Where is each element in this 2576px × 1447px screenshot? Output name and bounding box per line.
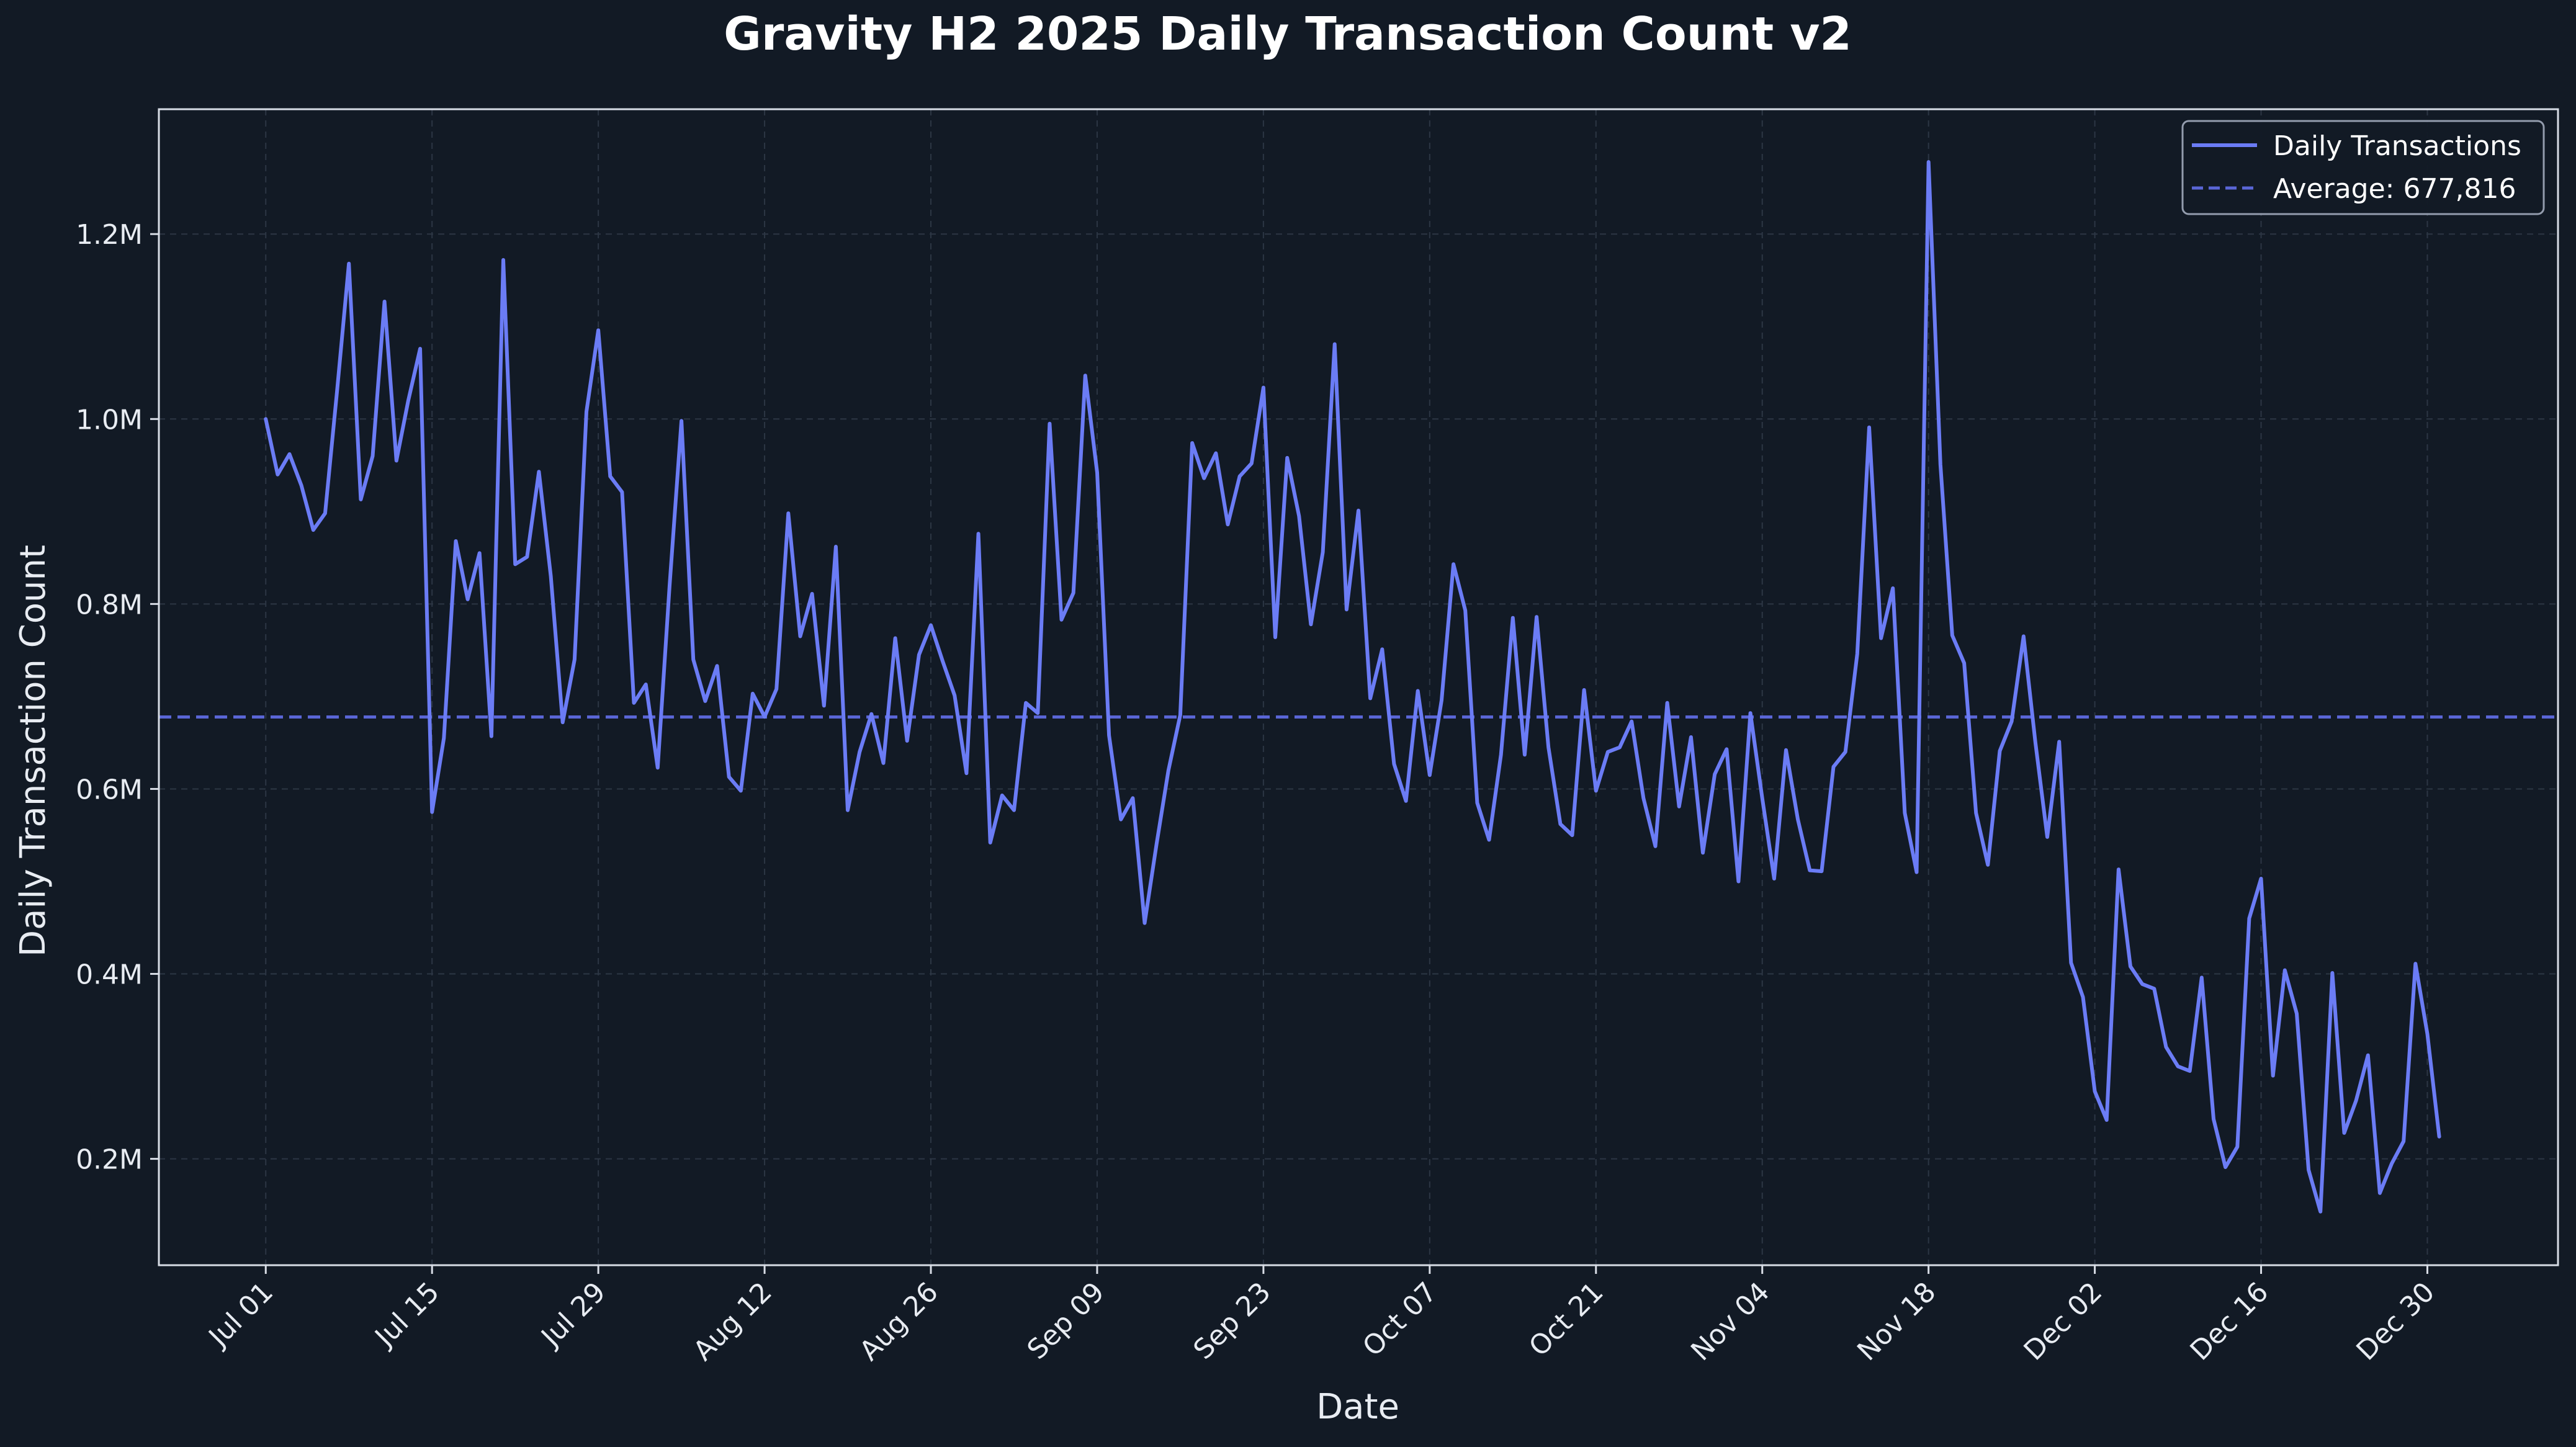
legend-label-daily: Daily Transactions <box>2273 130 2521 162</box>
y-tick-label: 1.0M <box>76 404 143 436</box>
legend-box <box>2181 120 2545 215</box>
grid-lines <box>159 109 2558 1265</box>
legend-label-average: Average: 677,816 <box>2273 173 2516 205</box>
y-tick-label: 0.2M <box>76 1144 143 1176</box>
y-axis-label: Daily Transaction Count <box>13 545 53 957</box>
x-axis-label: Date <box>1316 1387 1399 1427</box>
plot-area-frame <box>158 108 2559 1266</box>
y-axis-ticks: 0.2M 0.4M 0.6M 0.8M 1.0M 1.2M <box>76 219 159 1176</box>
y-tick-label: 1.2M <box>76 219 143 251</box>
chart-title: Gravity H2 2025 Daily Transaction Count … <box>724 7 1852 61</box>
series-layer <box>264 160 2441 1214</box>
y-tick-label: 0.8M <box>76 589 143 620</box>
legend: Daily Transactions Average: 677,816 <box>2181 120 2545 215</box>
daily-transactions-line <box>264 160 2441 1214</box>
y-tick-label: 0.4M <box>76 959 143 991</box>
y-tick-label: 0.6M <box>76 774 143 805</box>
